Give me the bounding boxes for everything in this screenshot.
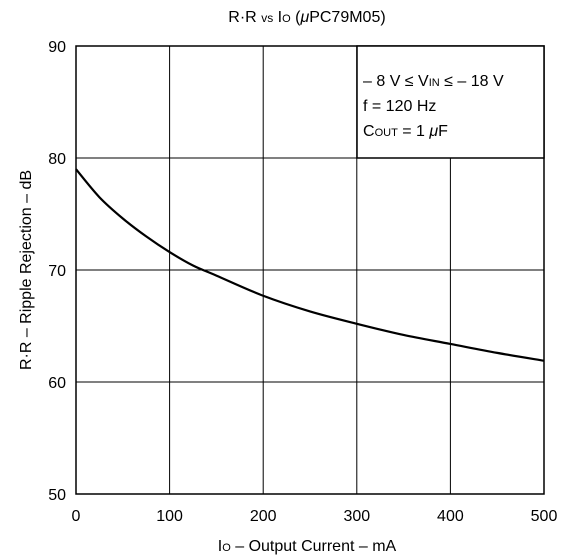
y-tick-label: 80 bbox=[48, 151, 66, 168]
y-tick-label: 50 bbox=[48, 487, 66, 504]
y-tick-label: 60 bbox=[48, 375, 66, 392]
chart-title: R·R vs IO (μPC79M05) bbox=[228, 9, 385, 26]
x-tick-label: 400 bbox=[437, 508, 464, 525]
x-tick-label: 200 bbox=[250, 508, 277, 525]
curve-layer bbox=[75, 168, 545, 362]
y-axis-title: R·R – Ripple Rejection – dB bbox=[18, 170, 35, 370]
y-tick-label: 90 bbox=[48, 39, 66, 56]
y-tick-label: 70 bbox=[48, 263, 66, 280]
x-tick-label: 300 bbox=[343, 508, 370, 525]
x-axis-title: IO – Output Current – mA bbox=[218, 538, 397, 555]
conditions-box: – 8 V ≤ VIN ≤ – 18 V f = 120 Hz COUT = 1… bbox=[356, 45, 545, 159]
x-tick-labels: 0 100 200 300 400 500 bbox=[72, 508, 558, 525]
x-tick-label: 0 bbox=[72, 508, 81, 525]
y-tick-labels: 50 60 70 80 90 bbox=[48, 39, 66, 504]
plot-frame bbox=[75, 45, 545, 495]
condition-cout: COUT = 1 μF bbox=[363, 123, 448, 140]
ripple-rejection-curve bbox=[75, 168, 545, 362]
x-tick-label: 100 bbox=[156, 508, 183, 525]
condition-vin: – 8 V ≤ VIN ≤ – 18 V bbox=[363, 73, 504, 90]
condition-frequency: f = 120 Hz bbox=[363, 98, 436, 115]
x-tick-label: 500 bbox=[531, 508, 558, 525]
conditions-box-frame bbox=[356, 45, 545, 159]
